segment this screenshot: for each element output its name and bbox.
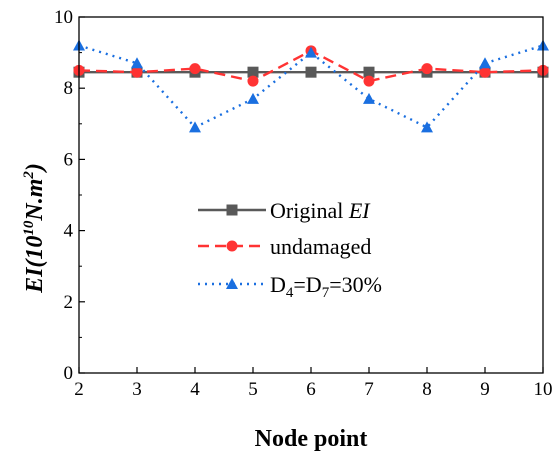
x-tick-label: 8: [422, 379, 432, 400]
data-point-triangle: [363, 92, 375, 104]
y-tick-label: 2: [64, 292, 74, 313]
data-point-circle: [189, 63, 201, 75]
data-point-circle: [363, 75, 375, 87]
legend-label-part: D: [270, 272, 286, 297]
y-tick-label: 8: [64, 78, 74, 99]
legend-label-part: undamaged: [270, 234, 371, 259]
legend-marker-circle: [226, 240, 238, 252]
y-axis-title-part: ): [22, 163, 48, 173]
x-tick-label: 5: [248, 379, 258, 400]
legend-item-damaged: D4=D7=30%: [198, 272, 382, 301]
series-2: [73, 39, 549, 133]
data-point-square: [363, 66, 375, 78]
legend-label-damaged: D4=D7=30%: [270, 272, 382, 301]
data-point-triangle: [479, 57, 491, 69]
data-point-triangle: [131, 57, 143, 69]
y-tick-label: 10: [54, 7, 73, 28]
data-point-square: [305, 66, 317, 78]
x-tick-label: 2: [74, 379, 84, 400]
legend-item-undamaged: undamaged: [198, 234, 371, 259]
data-point-circle: [421, 63, 433, 75]
legend: Original EI undamaged D4=D7=30%: [198, 198, 382, 301]
series-layer: [73, 39, 549, 133]
series-line: [78, 44, 544, 129]
data-point-triangle: [189, 121, 201, 133]
legend-label-subscript: 4: [286, 285, 294, 301]
legend-item-original: Original EI: [198, 198, 371, 223]
legend-label-part: Original: [270, 198, 349, 223]
x-tick-label: 4: [190, 379, 200, 400]
y-axis-title-exponent: 10: [21, 220, 37, 236]
data-point-circle: [131, 66, 143, 78]
x-tick-label: 9: [480, 379, 490, 400]
legend-label-italic-part: EI: [348, 198, 371, 223]
x-tick-label: 10: [534, 379, 553, 400]
legend-label-subscript: 7: [322, 285, 330, 301]
x-axis-title: Node point: [255, 426, 368, 452]
y-tick-label: 6: [64, 149, 74, 170]
legend-label-undamaged: undamaged: [270, 234, 371, 259]
legend-label-part: =D: [293, 272, 321, 297]
data-point-circle: [479, 66, 491, 78]
plot-frame: [78, 16, 544, 374]
data-point-triangle: [247, 92, 259, 104]
y-axis-title-part: EI(10: [22, 236, 48, 294]
y-axis-title-part: N.: [22, 197, 48, 221]
data-point-circle: [247, 75, 259, 87]
y-tick-label: 0: [64, 363, 74, 384]
x-tick-label: 3: [132, 379, 142, 400]
data-point-triangle: [305, 46, 317, 58]
y-tick-label: 4: [64, 221, 74, 242]
y-axis-title: EI(1010N.m2): [21, 163, 48, 294]
data-point-square: [247, 66, 259, 78]
legend-label-original: Original EI: [270, 198, 371, 223]
y-axis-title-part: m: [22, 179, 48, 198]
data-point-triangle: [421, 121, 433, 133]
legend-marker-square: [226, 204, 238, 216]
legend-label-part: =30%: [329, 272, 382, 297]
legend-marker-triangle: [226, 278, 238, 289]
x-tick-label: 7: [364, 379, 374, 400]
y-axis-title-exponent: 2: [21, 171, 37, 180]
x-tick-label: 6: [306, 379, 316, 400]
